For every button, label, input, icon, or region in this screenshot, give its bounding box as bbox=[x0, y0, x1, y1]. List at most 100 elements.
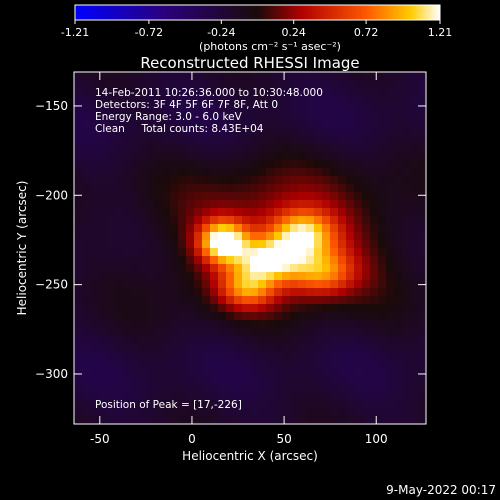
heatmap-cell bbox=[138, 136, 147, 145]
heatmap-cell bbox=[154, 216, 163, 225]
heatmap-cell bbox=[122, 216, 131, 225]
heatmap-cell bbox=[226, 168, 235, 177]
heatmap-cell bbox=[362, 376, 371, 385]
heatmap-cell bbox=[306, 280, 315, 289]
heatmap-cell bbox=[218, 232, 227, 241]
heatmap-cell bbox=[218, 416, 227, 424]
heatmap-cell bbox=[378, 320, 387, 329]
heatmap-cell bbox=[202, 248, 211, 257]
heatmap-cell bbox=[394, 248, 403, 257]
heatmap-cell bbox=[106, 200, 115, 209]
heatmap-cell bbox=[282, 168, 291, 177]
heatmap-cell bbox=[394, 304, 403, 313]
heatmap-cell bbox=[154, 376, 163, 385]
heatmap-cell bbox=[106, 272, 115, 281]
heatmap-cell bbox=[258, 232, 267, 241]
heatmap-cell bbox=[394, 80, 403, 89]
heatmap-cell bbox=[370, 328, 379, 337]
heatmap-cell bbox=[314, 264, 323, 273]
heatmap-cell bbox=[234, 208, 243, 217]
heatmap-cell bbox=[298, 88, 307, 97]
heatmap-cell bbox=[98, 272, 107, 281]
heatmap-cell bbox=[98, 88, 107, 97]
heatmap-cell bbox=[226, 160, 235, 169]
heatmap-cell bbox=[194, 368, 203, 377]
heatmap-cell bbox=[402, 296, 411, 305]
heatmap-cell bbox=[146, 192, 155, 201]
heatmap-cell bbox=[130, 280, 139, 289]
heatmap-cell bbox=[314, 296, 323, 305]
heatmap-cell bbox=[162, 104, 171, 113]
heatmap-cell bbox=[258, 168, 267, 177]
heatmap-cell bbox=[258, 184, 267, 193]
heatmap-cell bbox=[282, 256, 291, 265]
heatmap-cell bbox=[106, 416, 115, 424]
heatmap-cell bbox=[170, 384, 179, 393]
heatmap-cell bbox=[346, 344, 355, 353]
heatmap-cell bbox=[130, 352, 139, 361]
heatmap-cell bbox=[370, 352, 379, 361]
heatmap-cell bbox=[274, 384, 283, 393]
heatmap-cell bbox=[394, 160, 403, 169]
heatmap-cell bbox=[90, 392, 99, 401]
heatmap-cell bbox=[362, 224, 371, 233]
heatmap-cell bbox=[202, 352, 211, 361]
heatmap-cell bbox=[346, 392, 355, 401]
heatmap-cell bbox=[98, 160, 107, 169]
heatmap-cell bbox=[290, 176, 299, 185]
heatmap-cell bbox=[362, 192, 371, 201]
heatmap-cell bbox=[82, 96, 91, 105]
heatmap-cell bbox=[98, 360, 107, 369]
heatmap-cell bbox=[162, 72, 171, 81]
heatmap-cell bbox=[250, 208, 259, 217]
x-tick-label: -50 bbox=[90, 432, 110, 446]
heatmap-cell bbox=[194, 312, 203, 321]
heatmap-cell bbox=[410, 88, 419, 97]
heatmap-cell bbox=[82, 104, 91, 113]
heatmap-cell bbox=[226, 200, 235, 209]
heatmap-cell bbox=[298, 288, 307, 297]
heatmap-cell bbox=[386, 344, 395, 353]
heatmap-cell bbox=[218, 152, 227, 161]
heatmap-cell bbox=[378, 160, 387, 169]
heatmap-cell bbox=[170, 160, 179, 169]
heatmap-cell bbox=[330, 392, 339, 401]
heatmap-cell bbox=[90, 136, 99, 145]
heatmap-cell bbox=[242, 120, 251, 129]
heatmap-cell bbox=[394, 112, 403, 121]
heatmap-cell bbox=[106, 128, 115, 137]
heatmap-cell bbox=[274, 264, 283, 273]
heatmap-cell bbox=[82, 88, 91, 97]
heatmap-cell bbox=[330, 352, 339, 361]
heatmap-cell bbox=[362, 272, 371, 281]
heatmap-cell bbox=[186, 72, 195, 81]
heatmap-cell bbox=[258, 248, 267, 257]
heatmap-cell bbox=[378, 184, 387, 193]
heatmap-cell bbox=[402, 248, 411, 257]
heatmap-cell bbox=[266, 136, 275, 145]
heatmap-cell bbox=[258, 104, 267, 113]
heatmap-cell bbox=[114, 256, 123, 265]
heatmap-cell bbox=[202, 72, 211, 81]
heatmap-cell bbox=[74, 144, 83, 153]
heatmap-cell bbox=[178, 88, 187, 97]
heatmap-cell bbox=[170, 72, 179, 81]
heatmap-cell bbox=[402, 280, 411, 289]
heatmap-cell bbox=[82, 256, 91, 265]
heatmap-cell bbox=[154, 152, 163, 161]
heatmap-cell bbox=[402, 176, 411, 185]
heatmap-cell bbox=[250, 416, 259, 424]
heatmap-cell bbox=[346, 256, 355, 265]
heatmap-cell bbox=[362, 288, 371, 297]
heatmap-cell bbox=[418, 256, 426, 265]
heatmap-cell bbox=[354, 104, 363, 113]
heatmap-cell bbox=[362, 200, 371, 209]
heatmap-cell bbox=[362, 136, 371, 145]
heatmap-cell bbox=[178, 200, 187, 209]
heatmap-cell bbox=[346, 192, 355, 201]
heatmap-cell bbox=[154, 384, 163, 393]
heatmap-cell bbox=[290, 336, 299, 345]
heatmap-cell bbox=[378, 312, 387, 321]
heatmap-cell bbox=[218, 104, 227, 113]
